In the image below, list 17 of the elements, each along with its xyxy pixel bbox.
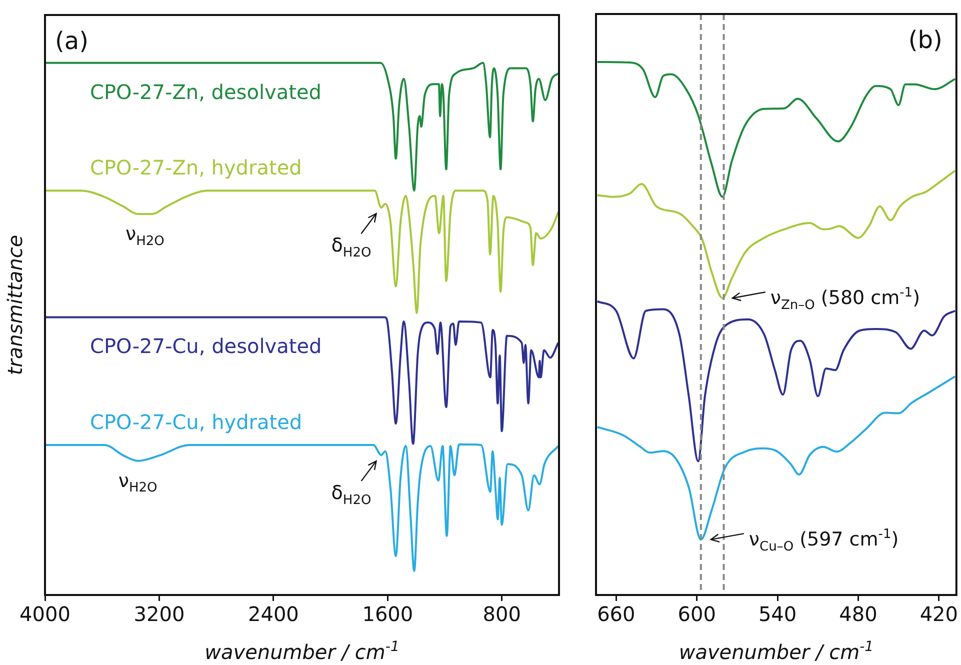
series-label: CPO-27-Cu, desolvated [90,334,322,358]
x-tick-label: 2400 [248,602,299,626]
series-label: CPO-27-Zn, hydrated [90,156,302,180]
x-tick-label: 420 [920,602,958,626]
x-tick-label: 600 [678,602,716,626]
series-label: CPO-27-Cu, hydrated [90,410,302,434]
x-tick-label: 660 [597,602,636,626]
series-label: CPO-27-Zn, desolvated [90,80,322,104]
text: (a) [55,27,88,55]
x-tick-label: 3200 [134,602,185,626]
x-tick-label: 4000 [20,602,70,626]
text: (b) [908,26,942,54]
x-tick-label: 1600 [362,602,414,626]
x-tick-label: 800 [482,602,521,626]
x-tick-label: 540 [758,602,797,626]
x-tick-label: 480 [839,602,878,626]
y-axis-title: transmittance [3,234,27,376]
